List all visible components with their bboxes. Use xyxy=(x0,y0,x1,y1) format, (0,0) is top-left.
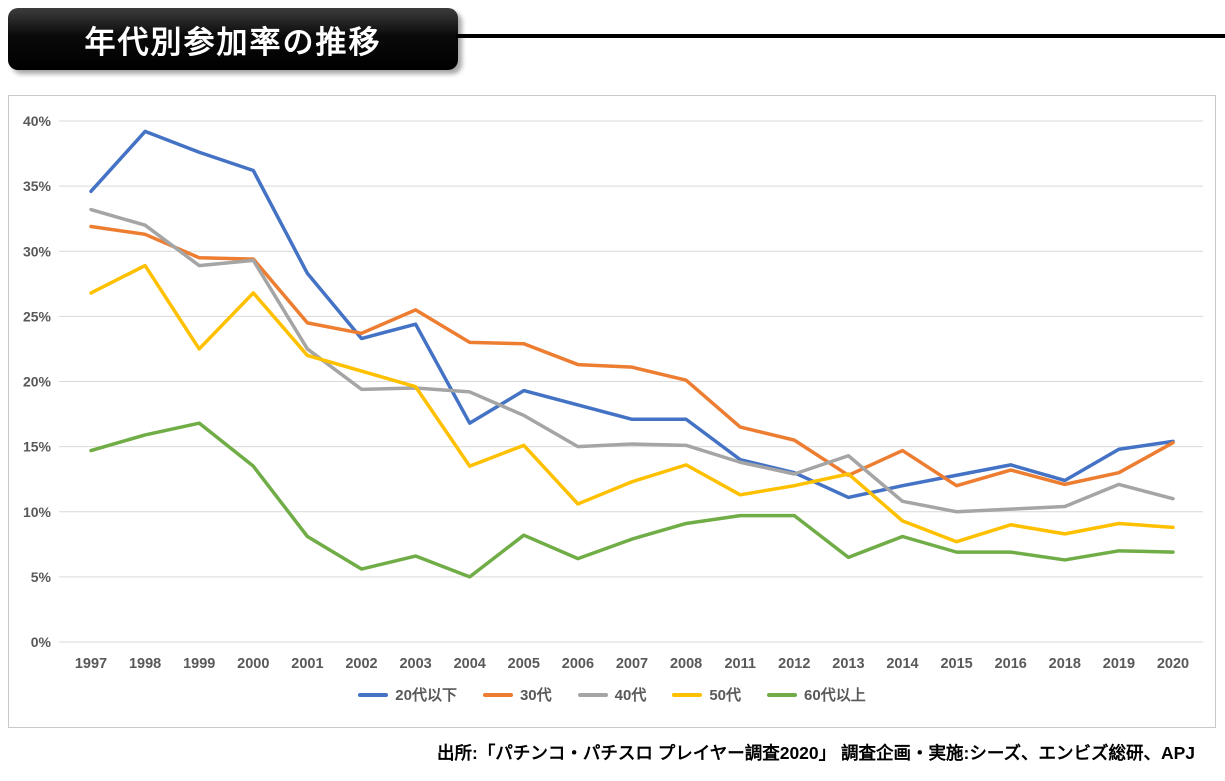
x-axis-tick: 2008 xyxy=(670,656,702,672)
legend-item: 30代 xyxy=(482,684,552,705)
series-line-40代 xyxy=(89,207,1175,514)
legend-line-swatch xyxy=(672,692,703,697)
y-axis-tick: 20% xyxy=(23,374,52,390)
x-axis-tick: 2018 xyxy=(1049,656,1081,672)
series-line-20代以下 xyxy=(89,129,1175,500)
x-axis-tick: 2007 xyxy=(616,656,648,672)
legend-line-swatch xyxy=(577,692,608,697)
chart-frame: 0% 5% 10% 15% 20% 25% 30% 35% 40% 1997 1998 1999 200… xyxy=(8,95,1216,728)
y-axis-tick: 40% xyxy=(23,113,52,129)
x-axis-tick: 1997 xyxy=(75,656,107,672)
series-line-60代以上 xyxy=(89,421,1175,579)
source-note: 出所:「パチンコ・パチスロ プレイヤー調査2020」 調査企画・実施:シーズ、エ… xyxy=(437,743,1195,763)
y-axis-tick: 30% xyxy=(23,243,52,259)
x-axis-tick: 2005 xyxy=(508,656,540,672)
x-axis-tick: 2003 xyxy=(399,656,431,672)
y-axis-tick: 35% xyxy=(23,178,52,194)
x-axis-tick: 2016 xyxy=(995,656,1027,672)
x-axis-tick: 2014 xyxy=(886,656,918,672)
y-axis-tick: 15% xyxy=(23,439,52,455)
x-axis-tick: 2001 xyxy=(291,656,323,672)
page-title: 年代別参加率の推移 xyxy=(84,24,382,60)
x-axis-tick: 2006 xyxy=(562,656,594,672)
x-axis-tick: 2019 xyxy=(1103,656,1135,672)
x-axis-tick: 2002 xyxy=(345,656,377,672)
y-axis-tick: 10% xyxy=(23,504,52,520)
x-axis-tick: 1998 xyxy=(129,656,161,672)
series-line-50代 xyxy=(89,263,1175,544)
legend-item: 50代 xyxy=(672,684,741,705)
y-axis-tick: 0% xyxy=(31,634,52,650)
legend-line-swatch xyxy=(767,692,798,697)
header-line xyxy=(456,34,1225,38)
chart-legend: 20代以下 30代 40代 50代 60代以上 xyxy=(9,684,1215,705)
legend-item: 20代以下 xyxy=(358,684,457,705)
x-axis-tick: 1999 xyxy=(183,656,215,672)
x-axis-tick: 2013 xyxy=(832,656,864,672)
y-axis-tick: 5% xyxy=(31,569,52,585)
legend-line-swatch xyxy=(482,692,513,697)
x-axis-tick: 2004 xyxy=(454,656,486,672)
legend-label: 30代 xyxy=(519,687,552,704)
x-axis-tick: 2015 xyxy=(940,656,972,672)
legend-item: 60代以上 xyxy=(767,684,866,705)
legend-label: 40代 xyxy=(614,687,647,704)
legend-label: 60代以上 xyxy=(804,687,866,704)
series-line-30代 xyxy=(89,224,1175,488)
x-axis-tick: 2000 xyxy=(237,656,269,672)
line-chart-svg: 0% 5% 10% 15% 20% 25% 30% 35% 40% 1997 1998 1999 200… xyxy=(23,113,1203,672)
title-banner: 年代別参加率の推移 xyxy=(8,8,458,70)
legend-label: 20代以下 xyxy=(395,687,457,704)
legend-label: 50代 xyxy=(709,687,742,704)
y-axis-tick: 25% xyxy=(23,308,52,324)
legend-line-swatch xyxy=(358,692,389,697)
legend-item: 40代 xyxy=(577,684,647,705)
x-axis-tick: 2011 xyxy=(724,656,755,672)
x-axis-tick: 2012 xyxy=(778,656,810,672)
x-axis-tick: 2020 xyxy=(1157,656,1189,672)
